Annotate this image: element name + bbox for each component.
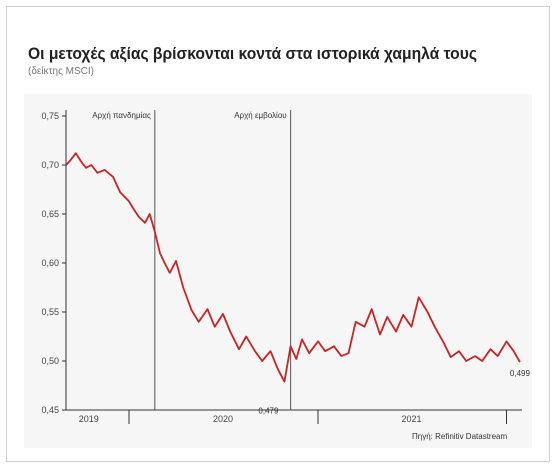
x-tick-label: 2019 xyxy=(79,414,99,424)
x-tick-label: 2020 xyxy=(213,414,233,424)
y-tick-label: 0,70 xyxy=(41,160,59,170)
chart-subtitle: (δείκτης MSCI) xyxy=(28,66,95,77)
event-label: Αρχή πανδημίας xyxy=(92,111,151,120)
chart-title: Οι μετοχές αξίας βρίσκονται κοντά στα ισ… xyxy=(28,44,477,63)
y-tick-label: 0,45 xyxy=(41,405,59,415)
y-tick-label: 0,75 xyxy=(41,111,59,121)
value-label-last: 0,499 xyxy=(510,369,531,378)
y-tick-label: 0,55 xyxy=(41,307,59,317)
plot-panel xyxy=(24,94,532,448)
series-line xyxy=(65,152,521,383)
y-tick-label: 0,60 xyxy=(41,258,59,268)
value-label-min: 0,479 xyxy=(258,407,279,416)
event-label: Αρχή εμβολίου xyxy=(234,111,286,120)
y-tick-label: 0,50 xyxy=(41,356,59,366)
source-note: Πηγή: Refinitiv Datastream xyxy=(412,432,508,441)
y-tick-label: 0,65 xyxy=(41,209,59,219)
x-tick-label: 2021 xyxy=(401,414,421,424)
